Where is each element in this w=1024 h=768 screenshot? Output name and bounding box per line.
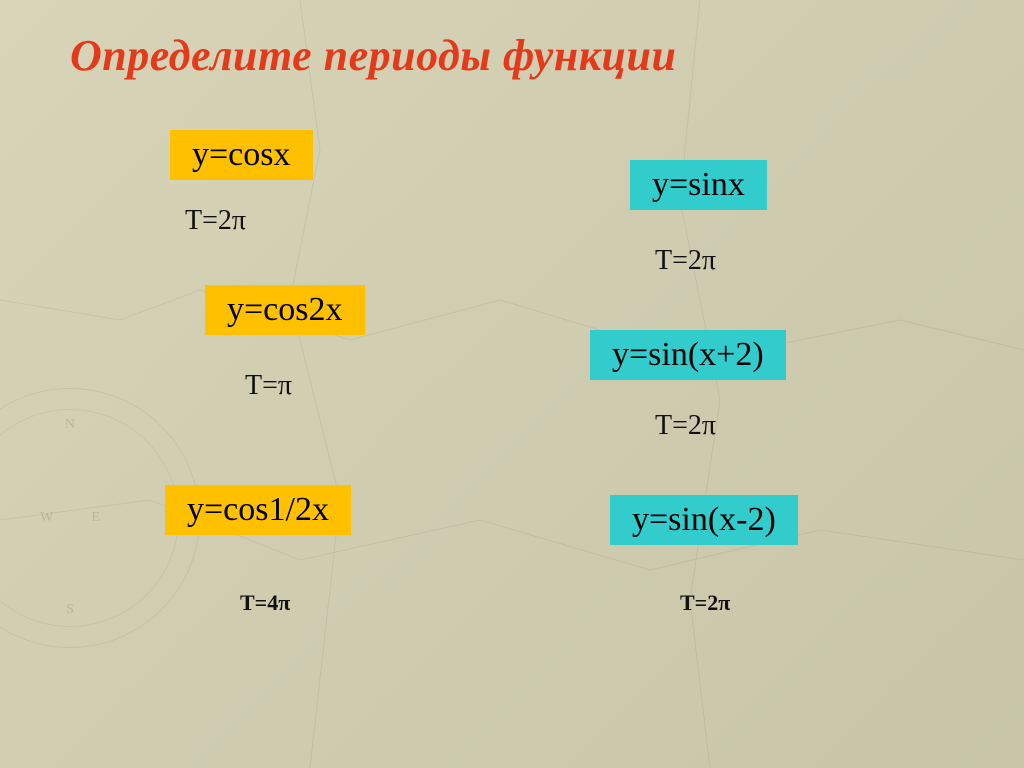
- formula-box-cosx: y=cosx: [170, 130, 313, 180]
- crack-texture: [0, 0, 1024, 768]
- period-sinx: T=2π: [655, 245, 716, 277]
- formula-box-sinx: y=sinx: [630, 160, 767, 210]
- formula-box-coshalfx: y=cos1/2x: [165, 485, 351, 535]
- period-cos2x: T=π: [245, 370, 292, 402]
- period-sinxminus2: T=2π: [680, 590, 730, 616]
- period-coshalfx: T=4π: [240, 590, 290, 616]
- slide: Определите периоды функции y=cosx T=2π y…: [0, 0, 1024, 768]
- formula-box-sinxminus2: y=sin(x-2): [610, 495, 798, 545]
- slide-title: Определите периоды функции: [70, 30, 676, 81]
- period-cosx: T=2π: [185, 205, 246, 237]
- period-sinxplus2: T=2π: [655, 410, 716, 442]
- formula-box-sinxplus2: y=sin(x+2): [590, 330, 786, 380]
- formula-box-cos2x: y=cos2x: [205, 285, 365, 335]
